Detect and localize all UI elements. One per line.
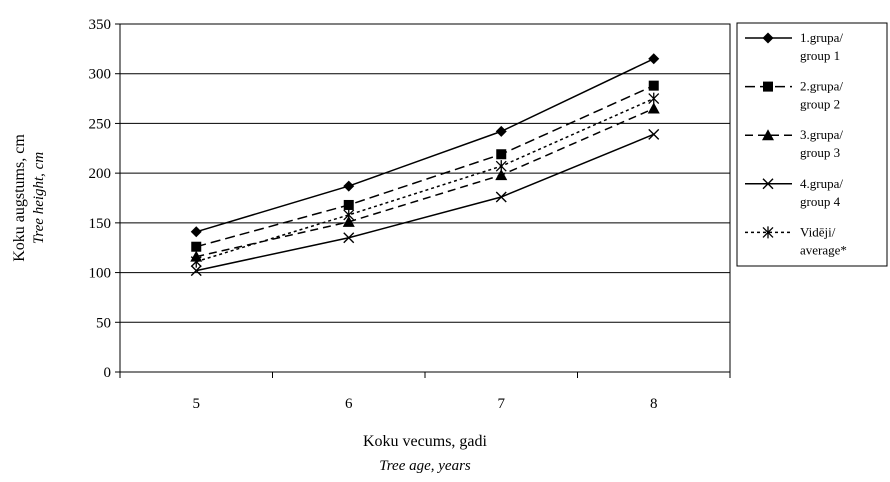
y-axis-subtitle: Tree height, cm bbox=[31, 152, 47, 245]
data-point-asterisk bbox=[495, 160, 507, 173]
data-point-triangle bbox=[647, 102, 660, 114]
y-axis-ticks: 0 50 100 150 200 250 300 350 bbox=[89, 17, 120, 381]
legend-label: 4.grupa/ bbox=[800, 176, 843, 191]
x-axis-subtitle: Tree age, years bbox=[379, 458, 471, 474]
data-point-triangle bbox=[342, 215, 355, 227]
x-tick-label: 8 bbox=[650, 396, 658, 412]
series-line bbox=[196, 58, 655, 233]
x-axis-ticks: 5 6 7 8 bbox=[119, 372, 731, 412]
series-4 bbox=[190, 128, 660, 277]
y-tick-label: 0 bbox=[104, 365, 112, 381]
legend-item: 2.grupa/group 2 bbox=[745, 79, 843, 112]
legend-marker bbox=[762, 226, 774, 239]
x-axis-title: Koku vecums, gadi bbox=[363, 433, 488, 450]
legend-label: group 3 bbox=[800, 145, 840, 160]
data-point-asterisk bbox=[190, 255, 202, 268]
data-point-x bbox=[343, 232, 355, 244]
series-1 bbox=[190, 53, 660, 238]
legend-box bbox=[736, 22, 888, 267]
data-point-square bbox=[191, 241, 202, 252]
series-line bbox=[196, 107, 655, 258]
legend-marker bbox=[762, 32, 774, 44]
y-tick-label: 50 bbox=[96, 315, 111, 331]
y-tick-label: 300 bbox=[89, 67, 112, 83]
legend-label: group 2 bbox=[800, 97, 840, 112]
legend-label: group 1 bbox=[800, 48, 840, 63]
y-tick-label: 150 bbox=[89, 216, 112, 232]
legend-label: Vidēji/ bbox=[800, 224, 836, 239]
gridlines bbox=[120, 73, 730, 323]
legend-marker bbox=[762, 129, 774, 141]
legend-label: average* bbox=[800, 242, 847, 257]
y-tick-label: 200 bbox=[89, 166, 112, 182]
data-point-square bbox=[648, 80, 659, 91]
x-tick-label: 7 bbox=[498, 396, 506, 412]
series-line bbox=[196, 133, 655, 272]
series-line bbox=[196, 84, 655, 248]
legend-label: 2.grupa/ bbox=[800, 79, 843, 94]
y-tick-label: 250 bbox=[89, 116, 112, 132]
data-point-square bbox=[496, 149, 507, 160]
series-line bbox=[196, 97, 655, 263]
data-point-diamond bbox=[648, 53, 660, 65]
legend-item: Vidēji/average* bbox=[745, 224, 847, 257]
legend-item: 1.grupa/group 1 bbox=[745, 30, 843, 63]
series-5 bbox=[190, 92, 660, 268]
data-point-square bbox=[343, 199, 354, 210]
data-point-x bbox=[648, 128, 660, 140]
legend: 1.grupa/group 1 2.grupa/group 2 3.grupa/gr… bbox=[736, 22, 888, 267]
x-tick-label: 6 bbox=[345, 396, 353, 412]
legend-marker bbox=[762, 178, 774, 190]
y-tick-label: 100 bbox=[89, 266, 112, 282]
legend-label: 1.grupa/ bbox=[800, 30, 843, 45]
series-2 bbox=[191, 80, 659, 252]
data-point-x bbox=[495, 191, 507, 203]
legend-marker bbox=[763, 81, 773, 92]
data-point-diamond bbox=[495, 125, 507, 137]
data-point-triangle bbox=[495, 169, 508, 181]
legend-item: 3.grupa/group 3 bbox=[745, 127, 843, 160]
data-point-diamond bbox=[190, 226, 202, 238]
legend-label: group 4 bbox=[800, 194, 841, 209]
data-point-asterisk bbox=[343, 208, 355, 221]
legend-label: 3.grupa/ bbox=[800, 127, 843, 142]
x-tick-label: 5 bbox=[193, 396, 201, 412]
data-point-asterisk bbox=[648, 92, 660, 105]
legend-item: 4.grupa/group 4 bbox=[745, 176, 843, 209]
series-group bbox=[190, 53, 660, 277]
y-axis-title: Koku augstums, cm bbox=[11, 134, 28, 262]
data-point-diamond bbox=[343, 180, 355, 192]
data-point-x bbox=[190, 265, 202, 277]
y-tick-label: 350 bbox=[89, 17, 112, 33]
